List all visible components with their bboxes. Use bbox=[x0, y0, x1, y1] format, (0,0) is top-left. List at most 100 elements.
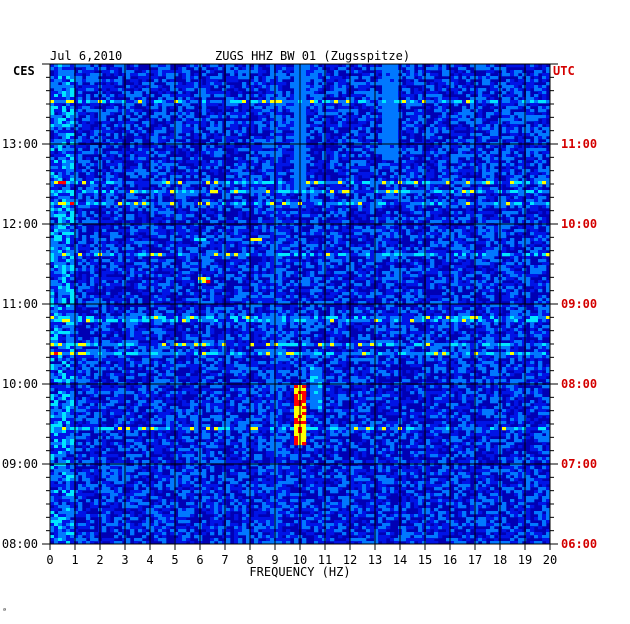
heatmap-cell bbox=[310, 124, 315, 128]
heatmap-cell bbox=[378, 199, 383, 203]
heatmap-cell bbox=[274, 214, 279, 218]
heatmap-cell bbox=[458, 175, 463, 179]
heatmap-cell bbox=[446, 205, 451, 209]
heatmap-cell bbox=[274, 175, 279, 179]
heatmap-cell bbox=[318, 226, 323, 230]
heatmap-cell bbox=[78, 130, 83, 134]
heatmap-cell bbox=[70, 163, 75, 167]
heatmap-cell bbox=[490, 175, 495, 179]
heatmap-cell bbox=[66, 130, 71, 134]
heatmap-cell bbox=[394, 130, 399, 134]
heatmap-cell bbox=[462, 178, 467, 182]
heatmap-cell bbox=[406, 67, 411, 71]
heatmap-cell bbox=[278, 70, 283, 74]
heatmap-cell bbox=[370, 106, 375, 110]
heatmap-cell bbox=[274, 223, 279, 227]
heatmap-cell bbox=[126, 106, 131, 110]
heatmap-cell bbox=[290, 181, 295, 185]
heatmap-cell bbox=[474, 232, 479, 236]
heatmap-cell bbox=[402, 214, 407, 218]
heatmap-cell bbox=[50, 163, 55, 167]
heatmap-cell bbox=[138, 199, 143, 203]
heatmap-cell bbox=[286, 196, 291, 200]
heatmap-cell bbox=[282, 163, 287, 167]
heatmap-cell bbox=[150, 208, 155, 212]
heatmap-cell bbox=[90, 133, 95, 137]
heatmap-cell bbox=[514, 145, 519, 149]
heatmap-cell bbox=[74, 229, 79, 233]
heatmap-cell bbox=[338, 190, 343, 194]
heatmap-cell bbox=[234, 157, 239, 161]
heatmap-cell bbox=[338, 109, 343, 113]
heatmap-cell bbox=[378, 115, 383, 119]
heatmap-cell bbox=[470, 127, 475, 131]
heatmap-cell bbox=[422, 112, 427, 116]
heatmap-cell bbox=[366, 76, 371, 80]
heatmap-cell bbox=[222, 94, 227, 98]
heatmap-cell bbox=[318, 160, 323, 164]
heatmap-cell bbox=[230, 220, 235, 224]
heatmap-cell bbox=[270, 118, 275, 122]
heatmap-cell bbox=[246, 178, 251, 182]
heatmap-cell bbox=[358, 229, 363, 233]
heatmap-cell bbox=[126, 196, 131, 200]
heatmap-cell bbox=[50, 64, 55, 68]
heatmap-cell bbox=[502, 229, 507, 233]
heatmap-cell bbox=[290, 100, 295, 104]
heatmap-cell bbox=[446, 157, 451, 161]
heatmap-cell bbox=[350, 103, 355, 107]
heatmap-cell bbox=[114, 172, 119, 176]
heatmap-cell bbox=[50, 121, 55, 125]
heatmap-cell bbox=[406, 208, 411, 212]
heatmap-cell bbox=[506, 226, 511, 230]
heatmap-cell bbox=[282, 121, 287, 125]
heatmap-cell bbox=[530, 145, 535, 149]
heatmap-cell bbox=[262, 187, 267, 191]
heatmap-cell bbox=[454, 154, 459, 158]
heatmap-cell bbox=[538, 199, 543, 203]
heatmap-cell bbox=[142, 184, 147, 188]
heatmap-cell bbox=[154, 175, 159, 179]
heatmap-cell bbox=[126, 100, 131, 104]
heatmap-cell bbox=[66, 220, 71, 224]
heatmap-cell bbox=[170, 226, 175, 230]
heatmap-cell bbox=[146, 232, 151, 236]
heatmap-cell bbox=[442, 226, 447, 230]
heatmap-cell bbox=[470, 100, 475, 104]
heatmap-cell bbox=[294, 205, 299, 209]
heatmap-cell bbox=[210, 148, 215, 152]
heatmap-cell bbox=[526, 148, 531, 152]
heatmap-cell bbox=[122, 73, 127, 77]
heatmap-cell bbox=[90, 184, 95, 188]
heatmap-cell bbox=[482, 163, 487, 167]
heatmap-cell bbox=[226, 244, 231, 248]
heatmap-cell bbox=[194, 193, 199, 197]
heatmap-cell bbox=[70, 73, 75, 77]
heatmap-cell bbox=[454, 97, 459, 101]
heatmap-cell bbox=[66, 163, 71, 167]
heatmap-cell bbox=[258, 226, 263, 230]
heatmap-cell bbox=[410, 151, 415, 155]
heatmap-cell bbox=[458, 229, 463, 233]
heatmap-cell bbox=[58, 97, 63, 101]
heatmap-cell bbox=[90, 103, 95, 107]
heatmap-cell bbox=[370, 100, 375, 104]
heatmap-cell bbox=[414, 130, 419, 134]
heatmap-cell bbox=[382, 196, 387, 200]
heatmap-cell bbox=[162, 187, 167, 191]
heatmap-cell bbox=[322, 64, 327, 68]
heatmap-cell bbox=[422, 139, 427, 143]
heatmap-cell bbox=[530, 232, 535, 236]
heatmap-cell bbox=[474, 88, 479, 92]
heatmap-cell bbox=[106, 91, 111, 95]
heatmap-cell bbox=[374, 106, 379, 110]
heatmap-cell bbox=[178, 70, 183, 74]
heatmap-cell bbox=[190, 193, 195, 197]
heatmap-cell bbox=[218, 154, 223, 158]
heatmap-cell bbox=[218, 241, 223, 245]
heatmap-cell bbox=[138, 163, 143, 167]
heatmap-cell bbox=[522, 190, 527, 194]
heatmap-cell bbox=[58, 205, 63, 209]
heatmap-cell bbox=[358, 91, 363, 95]
heatmap-cell bbox=[278, 235, 283, 239]
